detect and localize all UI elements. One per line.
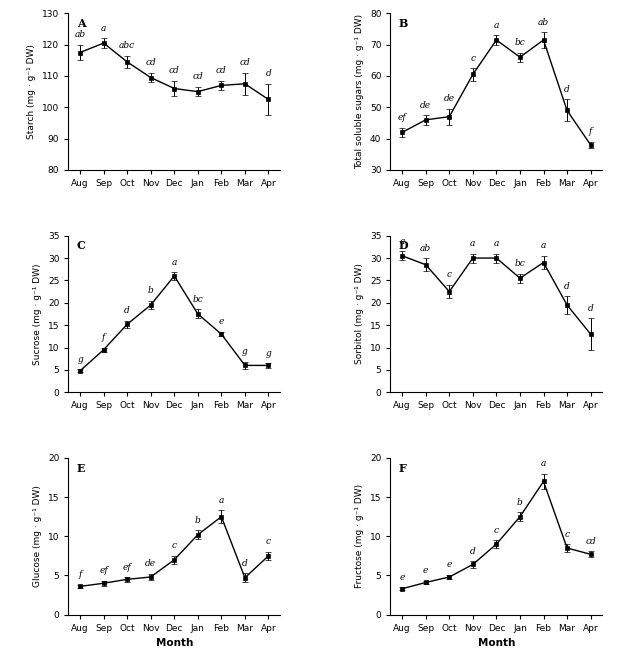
Text: ab: ab (420, 244, 432, 253)
Text: d: d (124, 306, 130, 315)
Text: c: c (470, 53, 475, 63)
Text: cd: cd (216, 66, 227, 75)
Y-axis label: Sucrose (mg · g⁻¹ DW): Sucrose (mg · g⁻¹ DW) (34, 263, 42, 365)
Text: a: a (399, 237, 405, 246)
Text: ab: ab (75, 30, 86, 39)
Text: C: C (77, 240, 86, 251)
Text: abc: abc (119, 41, 135, 50)
Text: d: d (564, 85, 570, 94)
Text: E: E (77, 463, 85, 474)
Text: de: de (444, 94, 455, 104)
Text: e: e (399, 572, 405, 582)
Text: c: c (564, 530, 569, 538)
Y-axis label: Total soluble sugars (mg · g⁻¹ DW): Total soluble sugars (mg · g⁻¹ DW) (355, 14, 365, 169)
Text: f: f (589, 128, 592, 136)
Text: de: de (145, 559, 156, 568)
Text: cd: cd (585, 536, 596, 546)
Text: cd: cd (145, 58, 156, 67)
Text: ef: ef (99, 566, 108, 575)
Text: f: f (78, 570, 82, 579)
Text: D: D (399, 240, 409, 251)
Text: bc: bc (515, 259, 525, 269)
Text: a: a (541, 459, 546, 468)
Y-axis label: Glucose (mg · g⁻¹ DW): Glucose (mg · g⁻¹ DW) (34, 486, 42, 587)
X-axis label: Month: Month (478, 638, 515, 648)
Text: a: a (541, 241, 546, 250)
Text: g: g (77, 355, 83, 364)
Text: cd: cd (193, 72, 203, 81)
Y-axis label: Starch (mg · g⁻¹ DW): Starch (mg · g⁻¹ DW) (27, 44, 37, 139)
Text: B: B (399, 18, 408, 29)
Text: e: e (219, 317, 224, 327)
Text: ef: ef (398, 113, 407, 122)
Y-axis label: Fructose (mg · g⁻¹ DW): Fructose (mg · g⁻¹ DW) (355, 484, 365, 589)
Text: cd: cd (240, 58, 250, 67)
Text: d: d (587, 304, 594, 313)
Text: cd: cd (169, 66, 179, 75)
Text: F: F (399, 463, 407, 474)
Text: b: b (517, 498, 523, 506)
Text: c: c (447, 271, 452, 279)
Text: c: c (494, 526, 499, 534)
Text: A: A (77, 18, 86, 29)
Text: b: b (148, 286, 153, 295)
Text: c: c (266, 538, 271, 546)
Text: d: d (242, 558, 248, 568)
Text: g: g (266, 349, 271, 357)
Text: a: a (219, 496, 224, 505)
Text: a: a (494, 21, 499, 30)
Text: bc: bc (515, 38, 525, 47)
Text: a: a (494, 239, 499, 248)
Text: d: d (564, 282, 570, 291)
Text: b: b (195, 516, 201, 524)
X-axis label: Month: Month (156, 638, 193, 648)
Text: c: c (172, 541, 177, 550)
Text: e: e (423, 566, 428, 575)
Y-axis label: Sorbitol (mg · g⁻¹ DW): Sorbitol (mg · g⁻¹ DW) (355, 263, 365, 365)
Text: a: a (101, 24, 106, 33)
Text: e: e (446, 560, 452, 569)
Text: de: de (420, 101, 432, 110)
Text: d: d (266, 69, 271, 78)
Text: a: a (171, 258, 177, 267)
Text: f: f (102, 333, 106, 342)
Text: a: a (470, 239, 476, 248)
Text: ef: ef (123, 562, 132, 572)
Text: d: d (470, 547, 476, 556)
Text: g: g (242, 347, 248, 356)
Text: bc: bc (193, 295, 203, 304)
Text: ab: ab (538, 17, 549, 27)
